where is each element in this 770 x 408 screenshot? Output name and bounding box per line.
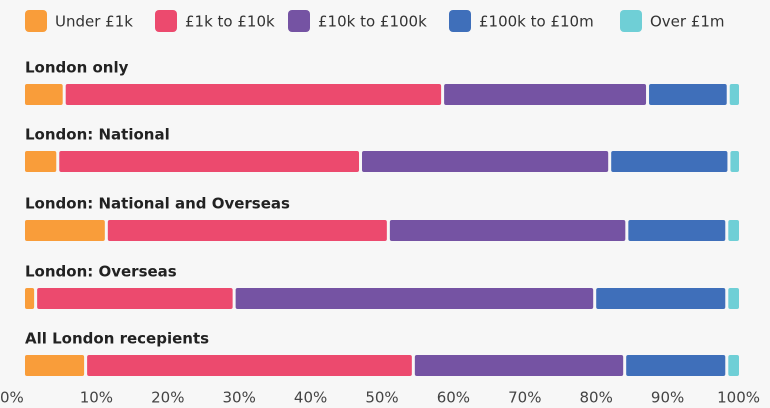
bar-segment	[25, 355, 85, 376]
bar-segment	[596, 288, 726, 309]
bar-segment	[25, 288, 35, 309]
bar-segment	[59, 151, 360, 172]
bar-segment	[25, 84, 63, 105]
bar-segment	[65, 84, 442, 105]
bar-segment	[444, 84, 647, 105]
x-tick-label: 50%	[365, 389, 398, 407]
x-tick-label: 30%	[223, 389, 256, 407]
bar-segment	[728, 355, 739, 376]
category-label: All London recepients	[25, 330, 209, 348]
x-tick-label: 90%	[651, 389, 684, 407]
legend-swatch	[620, 10, 642, 32]
x-tick-label: 100%	[717, 389, 760, 407]
legend-swatch	[25, 10, 47, 32]
x-tick-label: 60%	[437, 389, 470, 407]
legend-label: £1k to £10k	[185, 13, 275, 31]
bar-segment	[25, 220, 105, 241]
x-tick-label: 0%	[0, 389, 24, 407]
bar-segment	[649, 84, 727, 105]
category-label: London: National	[25, 126, 170, 144]
category-label: London: National and Overseas	[25, 195, 290, 213]
x-tick-label: 70%	[508, 389, 541, 407]
bar-segment	[729, 84, 739, 105]
bar-segment	[611, 151, 728, 172]
bar-segment	[25, 151, 57, 172]
bar-segment	[87, 355, 412, 376]
legend-label: £10k to £100k	[318, 13, 427, 31]
legend-label: Over £1m	[650, 13, 725, 31]
x-tick-label: 10%	[80, 389, 113, 407]
bar-segment	[626, 355, 726, 376]
bar-segment	[628, 220, 726, 241]
legend-label: Under £1k	[55, 13, 133, 31]
bar-segment	[235, 288, 594, 309]
legend-label: £100k to £10m	[479, 13, 594, 31]
bar-segment	[728, 288, 739, 309]
bar-segment	[389, 220, 626, 241]
bar-segment	[730, 151, 739, 172]
x-tick-label: 20%	[151, 389, 184, 407]
x-tick-label: 40%	[294, 389, 327, 407]
bar-segment	[107, 220, 387, 241]
legend-swatch	[449, 10, 471, 32]
category-label: London only	[25, 59, 129, 77]
bar-segment	[728, 220, 739, 241]
legend-swatch	[155, 10, 177, 32]
bar-segment	[37, 288, 233, 309]
bar-segment	[414, 355, 624, 376]
category-label: London: Overseas	[25, 263, 177, 281]
legend-swatch	[288, 10, 310, 32]
x-tick-label: 80%	[580, 389, 613, 407]
bar-segment	[362, 151, 609, 172]
